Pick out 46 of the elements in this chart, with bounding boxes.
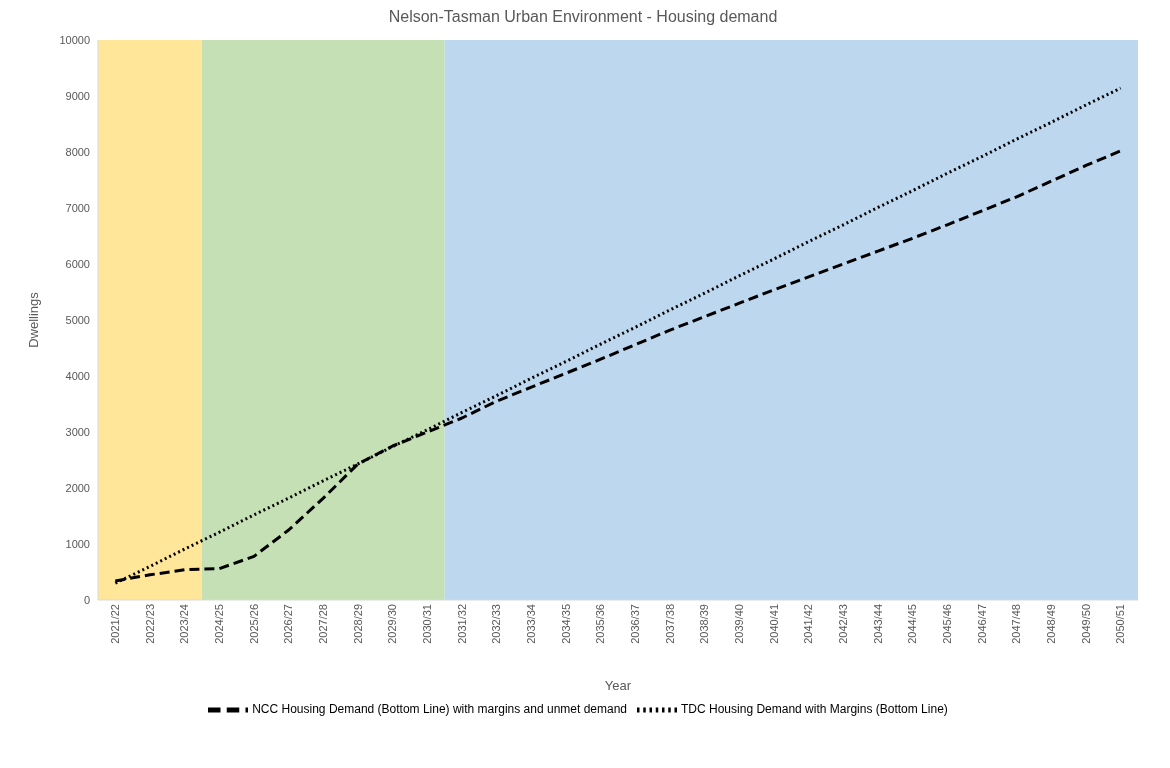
legend-label: NCC Housing Demand (Bottom Line) with margins and unmet demand bbox=[252, 702, 628, 717]
x-tick-label: 2043/44 bbox=[871, 604, 884, 644]
x-tick-label: 2037/38 bbox=[663, 604, 676, 644]
x-tick-label: 2042/43 bbox=[837, 604, 850, 644]
x-tick-label: 2025/26 bbox=[247, 604, 260, 644]
x-tick-label: 2035/36 bbox=[594, 604, 607, 644]
x-tick-label: 2023/24 bbox=[178, 604, 191, 644]
x-tick-label: 2046/47 bbox=[975, 604, 988, 644]
y-tick-label: 5000 bbox=[65, 313, 90, 326]
legend-label: TDC Housing Demand with Margins (Bottom Line) bbox=[681, 702, 948, 717]
x-tick-label: 2050/51 bbox=[1114, 604, 1127, 644]
y-tick-label: 3000 bbox=[65, 425, 90, 438]
x-tick-label: 2030/31 bbox=[421, 604, 434, 644]
y-tick-label: 2000 bbox=[65, 481, 90, 494]
x-tick-label: 2040/41 bbox=[767, 604, 780, 644]
x-tick-label: 2024/25 bbox=[213, 604, 226, 644]
x-tick-label: 2039/40 bbox=[733, 604, 746, 644]
x-tick-label: 2027/28 bbox=[317, 604, 330, 644]
x-axis-title: Year bbox=[604, 678, 632, 693]
x-tick-label: 2049/50 bbox=[1079, 604, 1092, 644]
y-tick-label: 0 bbox=[83, 593, 90, 606]
x-tick-label: 2026/27 bbox=[282, 604, 295, 644]
x-tick-label: 2028/29 bbox=[351, 604, 364, 644]
x-tick-label: 2034/35 bbox=[559, 604, 572, 644]
x-tick-label: 2044/45 bbox=[906, 604, 919, 644]
y-tick-label: 1000 bbox=[65, 537, 90, 550]
x-tick-label: 2041/42 bbox=[802, 604, 815, 644]
chart-title: Nelson-Tasman Urban Environment - Housing demand bbox=[387, 8, 779, 26]
x-tick-label: 2036/37 bbox=[629, 604, 642, 644]
x-tick-label: 2033/34 bbox=[525, 604, 538, 644]
y-tick-label: 9000 bbox=[65, 89, 90, 102]
x-tick-label: 2022/23 bbox=[143, 604, 156, 644]
x-tick-label: 2031/32 bbox=[455, 604, 468, 644]
x-tick-label: 2038/39 bbox=[698, 604, 711, 644]
y-tick-label: 8000 bbox=[65, 145, 90, 158]
y-tick-label: 4000 bbox=[65, 369, 90, 382]
x-tick-label: 2032/33 bbox=[490, 604, 503, 644]
x-tick-label: 2048/49 bbox=[1045, 604, 1058, 644]
y-tick-label: 10000 bbox=[59, 33, 90, 46]
x-tick-label: 2029/30 bbox=[386, 604, 399, 644]
x-tick-label: 2047/48 bbox=[1010, 604, 1023, 644]
x-tick-label: 2045/46 bbox=[941, 604, 954, 644]
x-tick-label: 2021/22 bbox=[109, 604, 122, 644]
y-tick-label: 6000 bbox=[65, 257, 90, 270]
y-tick-label: 7000 bbox=[65, 201, 90, 214]
y-axis-title: Dwellings bbox=[25, 291, 41, 348]
